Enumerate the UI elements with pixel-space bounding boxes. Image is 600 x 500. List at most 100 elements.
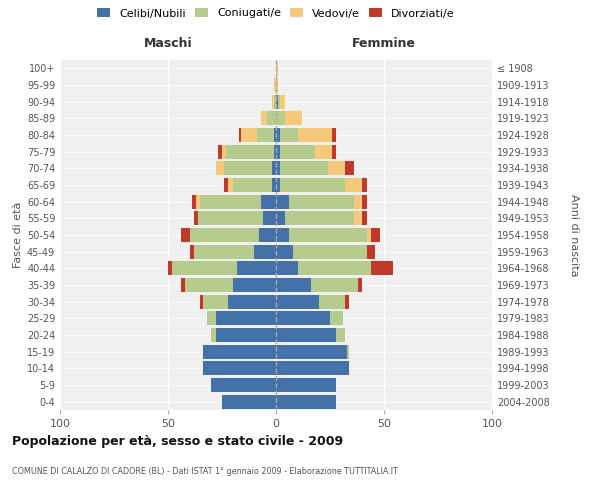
Text: Maschi: Maschi <box>143 37 193 50</box>
Bar <box>215 328 276 342</box>
Bar <box>280 144 315 159</box>
Bar <box>276 94 278 109</box>
Bar <box>274 144 276 159</box>
Bar <box>194 211 198 226</box>
Bar <box>224 178 229 192</box>
Bar <box>289 194 354 209</box>
Bar <box>371 228 380 242</box>
Bar <box>259 228 276 242</box>
Bar <box>272 162 276 175</box>
Bar <box>222 144 226 159</box>
Legend: Celibi/Nubili, Coniugati/e, Vedovi/e, Divorziati/e: Celibi/Nubili, Coniugati/e, Vedovi/e, Di… <box>97 8 455 18</box>
Bar <box>362 211 367 226</box>
Bar <box>347 344 349 359</box>
Bar <box>274 128 276 142</box>
Bar <box>272 178 276 192</box>
Text: Popolazione per età, sesso e stato civile - 2009: Popolazione per età, sesso e stato civil… <box>12 435 343 448</box>
Text: COMUNE DI CALALZO DI CADORE (BL) - Dati ISTAT 1° gennaio 2009 - Elaborazione TUT: COMUNE DI CALALZO DI CADORE (BL) - Dati … <box>12 468 398 476</box>
Bar <box>239 128 241 142</box>
Bar <box>226 144 274 159</box>
Bar <box>257 128 274 142</box>
Bar <box>319 294 345 308</box>
Bar <box>358 278 362 292</box>
Bar <box>276 328 337 342</box>
Bar <box>203 361 276 376</box>
Bar <box>284 112 302 126</box>
Bar <box>215 311 276 326</box>
Bar <box>211 328 215 342</box>
Bar <box>367 228 371 242</box>
Bar <box>293 244 367 259</box>
Bar <box>200 194 261 209</box>
Bar <box>237 261 276 276</box>
Bar <box>272 94 274 109</box>
Bar <box>330 311 343 326</box>
Bar <box>268 112 276 126</box>
Bar <box>276 178 280 192</box>
Bar <box>345 178 362 192</box>
Bar <box>222 394 276 409</box>
Bar <box>298 261 371 276</box>
Bar <box>276 261 298 276</box>
Bar <box>215 162 224 175</box>
Bar <box>181 278 185 292</box>
Bar <box>345 162 354 175</box>
Bar <box>254 244 276 259</box>
Bar <box>276 361 349 376</box>
Bar <box>276 128 280 142</box>
Y-axis label: Anni di nascita: Anni di nascita <box>569 194 579 276</box>
Bar <box>354 194 362 209</box>
Bar <box>276 144 280 159</box>
Bar <box>218 144 222 159</box>
Bar <box>278 94 280 109</box>
Bar <box>274 78 276 92</box>
Bar <box>289 228 367 242</box>
Bar <box>362 194 367 209</box>
Bar <box>276 211 284 226</box>
Bar <box>280 128 298 142</box>
Bar <box>298 128 332 142</box>
Bar <box>203 344 276 359</box>
Bar <box>261 194 276 209</box>
Bar <box>280 178 345 192</box>
Bar <box>194 244 254 259</box>
Bar <box>354 211 362 226</box>
Bar <box>367 244 376 259</box>
Bar <box>276 394 337 409</box>
Bar <box>185 278 233 292</box>
Bar <box>261 112 268 126</box>
Bar <box>203 294 229 308</box>
Bar <box>241 128 257 142</box>
Bar <box>233 178 272 192</box>
Bar <box>280 94 284 109</box>
Bar <box>284 211 354 226</box>
Bar <box>276 311 330 326</box>
Bar <box>315 144 332 159</box>
Bar <box>229 178 233 192</box>
Bar <box>337 328 345 342</box>
Bar <box>311 278 358 292</box>
Bar <box>233 278 276 292</box>
Bar <box>196 194 200 209</box>
Bar <box>229 294 276 308</box>
Bar <box>190 228 259 242</box>
Bar <box>200 294 203 308</box>
Bar <box>328 162 345 175</box>
Bar <box>276 194 289 209</box>
Bar <box>276 378 337 392</box>
Bar <box>276 244 293 259</box>
Bar <box>190 244 194 259</box>
Bar <box>276 112 284 126</box>
Bar <box>263 211 276 226</box>
Bar <box>276 78 278 92</box>
Bar <box>371 261 392 276</box>
Bar <box>276 294 319 308</box>
Bar <box>192 194 196 209</box>
Bar <box>280 162 328 175</box>
Bar <box>172 261 237 276</box>
Bar <box>207 311 215 326</box>
Y-axis label: Fasce di età: Fasce di età <box>13 202 23 268</box>
Bar <box>276 62 278 76</box>
Bar <box>274 94 276 109</box>
Bar <box>276 228 289 242</box>
